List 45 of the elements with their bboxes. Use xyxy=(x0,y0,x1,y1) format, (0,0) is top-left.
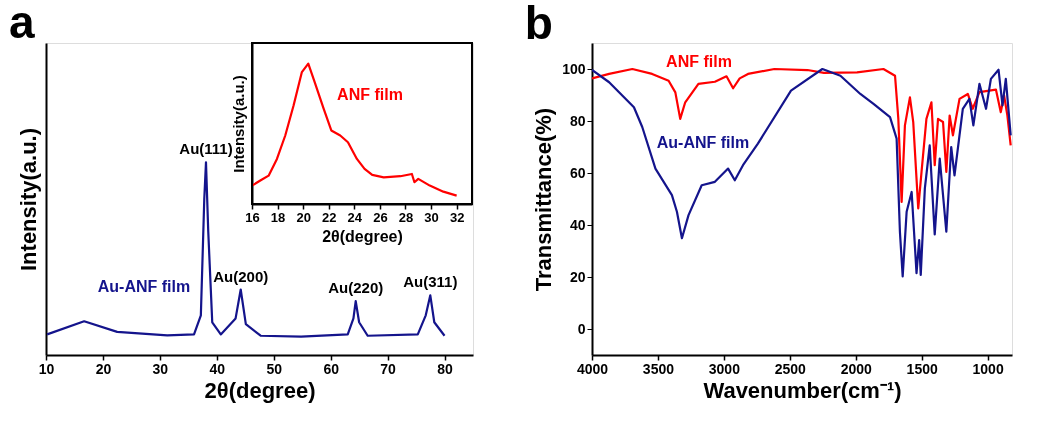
x-tick-label: 2000 xyxy=(840,360,873,377)
chart-title: b xyxy=(524,0,553,49)
x-tick-label: 2500 xyxy=(774,360,807,377)
annotation: Au(220) xyxy=(328,279,384,297)
x-axis-title: 2θ(degree) xyxy=(322,227,403,245)
y-tick-label: 60 xyxy=(569,164,586,181)
y-axis-title: Transmittance(%) xyxy=(531,107,557,292)
x-tick-label: 4000 xyxy=(576,360,609,377)
line-series xyxy=(592,67,1012,278)
x-tick-label: 70 xyxy=(380,360,397,377)
x-axis-title: Wavenumber(cm⁻¹) xyxy=(703,377,902,403)
annotation: Au(311) xyxy=(403,273,458,291)
series-label: Au-ANF film xyxy=(97,278,191,295)
series-label: ANF film xyxy=(666,53,732,70)
x-tick-label: 20 xyxy=(296,209,311,225)
y-axis-title: Intensity(a.u.) xyxy=(15,127,41,272)
x-tick-label: 40 xyxy=(209,360,226,377)
x-tick-label: 32 xyxy=(449,209,465,225)
x-tick-label: 1500 xyxy=(906,360,938,377)
x-tick-label: 24 xyxy=(347,209,363,225)
x-axis-title: 2θ(degree) xyxy=(204,377,316,403)
x-tick-label: 26 xyxy=(373,209,388,225)
x-tick-label: 18 xyxy=(270,209,286,225)
x-tick-label: 10 xyxy=(38,360,55,377)
x-tick-label: 22 xyxy=(322,209,337,225)
x-tick-label: 28 xyxy=(398,209,414,225)
x-tick-label: 16 xyxy=(245,209,260,225)
x-tick-label: 60 xyxy=(323,360,340,377)
x-tick-label: 50 xyxy=(266,360,283,377)
series-label: Au-ANF film xyxy=(656,134,750,151)
chart-title: a xyxy=(9,0,35,48)
x-tick-label: 30 xyxy=(152,360,169,377)
line-series xyxy=(592,67,1012,210)
y-tick-label: 100 xyxy=(562,60,586,77)
x-tick-label: 3500 xyxy=(642,360,675,377)
x-tick-label: 30 xyxy=(424,209,439,225)
annotation: Au(200) xyxy=(213,267,269,285)
x-tick-label: 3000 xyxy=(708,360,741,377)
series-label: ANF film xyxy=(337,86,403,103)
x-tick-label: 20 xyxy=(95,360,112,377)
x-tick-label: 80 xyxy=(437,360,454,377)
y-tick-label: 20 xyxy=(569,268,586,285)
y-tick-label: 80 xyxy=(569,112,586,129)
x-tick-label: 1000 xyxy=(972,360,1004,377)
y-tick-label: 0 xyxy=(577,320,586,337)
